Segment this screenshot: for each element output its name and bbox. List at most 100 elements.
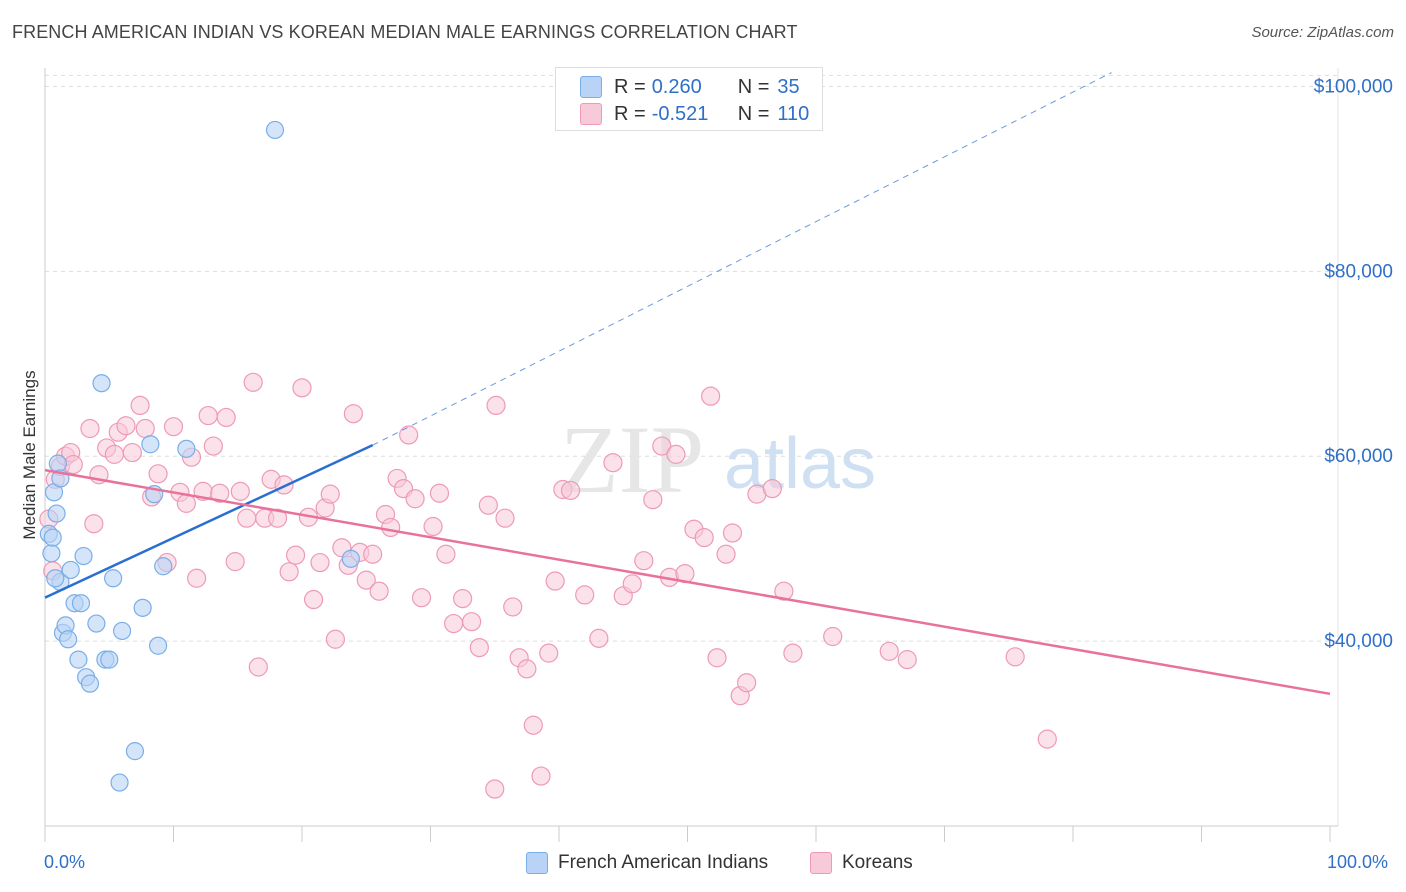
french-american-indian-point: [69, 650, 88, 669]
blue-swatch: [526, 852, 548, 874]
korean-point: [279, 562, 299, 582]
korean-point: [267, 508, 288, 528]
french-american-indian-point: [61, 560, 80, 580]
korean-point: [135, 418, 155, 439]
korean-point: [198, 405, 218, 426]
y-tick-label: $100,000: [1314, 76, 1393, 97]
korean-point: [503, 597, 523, 617]
korean-point: [879, 641, 899, 661]
korean-point: [716, 544, 736, 564]
legend-row-french-american-indians: R = 0.260 N = 35: [580, 74, 800, 100]
korean-point: [225, 552, 245, 572]
korean-point: [399, 425, 419, 445]
blue-swatch: [580, 76, 602, 98]
korean-point: [429, 483, 450, 503]
y-axis-title: Median Male Earnings: [20, 370, 39, 540]
french-american-indian-point: [112, 621, 132, 641]
french-american-indian-point: [341, 549, 360, 568]
korean-point: [84, 514, 104, 534]
korean-point: [363, 544, 383, 564]
korean-point: [303, 589, 324, 610]
korean-point: [523, 715, 543, 735]
n-value: 110: [777, 102, 810, 125]
series-legend: French American Indians Koreans: [0, 852, 1406, 878]
korean-point: [405, 489, 425, 509]
korean-point: [531, 766, 551, 786]
korean-point: [701, 386, 721, 406]
korean-point: [707, 648, 727, 668]
korean-point: [63, 454, 83, 475]
french-american-indian-point: [46, 569, 65, 588]
korean-point: [774, 581, 794, 601]
french-american-indian-point: [125, 742, 145, 761]
korean-point: [148, 464, 168, 484]
korean-point: [176, 493, 196, 513]
korean-point: [310, 552, 330, 573]
y-tick-label: $40,000: [1324, 631, 1393, 652]
korean-point: [444, 613, 464, 634]
legend-item-french-american-indians[interactable]: French American Indians: [526, 852, 768, 874]
korean-point: [274, 475, 294, 495]
trendlines: [44, 72, 1331, 696]
korean-point: [187, 568, 207, 588]
korean-point: [130, 395, 150, 416]
korean-point: [622, 574, 642, 594]
legend-item-koreans[interactable]: Koreans: [810, 852, 913, 874]
korean-point: [80, 418, 100, 439]
korean-point: [603, 453, 623, 473]
korean-point: [643, 490, 663, 510]
korean-point: [469, 637, 489, 658]
watermark-atlas: atlas: [724, 424, 876, 504]
french-american-indian-point: [59, 630, 78, 649]
x-axis-min-label: 0.0%: [44, 852, 86, 872]
axes: [44, 68, 1338, 842]
french-american-indian-point: [92, 374, 111, 393]
korean-point: [285, 545, 306, 565]
korean-point: [478, 495, 498, 515]
korean-point: [545, 571, 565, 591]
korean-point: [343, 404, 363, 424]
correlation-legend: R = 0.260 N = 35 R = -0.521 N = 110: [555, 67, 823, 131]
french-american-indian-point: [47, 504, 66, 523]
korean-point: [762, 478, 782, 499]
n-label: N =: [737, 102, 770, 125]
korean-point: [783, 643, 803, 663]
source-label: Source: ZipAtlas.com: [1251, 24, 1394, 41]
korean-point: [1037, 729, 1057, 749]
korean-point: [453, 588, 473, 609]
french-american-indian-point: [154, 557, 173, 576]
french-american-indian-point: [100, 650, 119, 669]
korean-point: [560, 480, 581, 501]
french-american-indian-point: [43, 528, 62, 547]
korean-point: [237, 508, 257, 528]
korean-point: [243, 372, 263, 392]
n-label: N =: [737, 75, 770, 98]
korean-point: [652, 436, 672, 456]
korean-point: [320, 484, 340, 504]
korean-point: [485, 779, 505, 799]
korean-point: [539, 643, 559, 663]
watermark: ZIP atlas: [560, 406, 876, 513]
french-american-indian-point: [71, 594, 91, 613]
korean-point: [411, 588, 432, 608]
r-value: -0.521: [651, 102, 709, 125]
korean-point: [116, 416, 136, 436]
korean-point: [634, 551, 654, 571]
korean-point: [495, 508, 515, 528]
korean-point: [694, 527, 714, 548]
french-american-indian-point: [104, 569, 123, 588]
legend-row-koreans: R = -0.521 N = 110: [580, 101, 809, 127]
chart-title: FRENCH AMERICAN INDIAN VS KOREAN MEDIAN …: [12, 22, 798, 42]
gridlines: [45, 68, 1339, 826]
french-american-indian-point: [148, 636, 168, 655]
french-american-indian-point: [80, 674, 100, 693]
korean-point: [104, 444, 124, 464]
korean-point: [666, 444, 686, 464]
korean-point: [575, 585, 595, 605]
korean-point: [462, 612, 482, 632]
legend-label: French American Indians: [558, 852, 769, 873]
blue-trend-line: [44, 444, 374, 599]
korean-point: [823, 626, 843, 647]
r-label: R =: [614, 102, 646, 125]
